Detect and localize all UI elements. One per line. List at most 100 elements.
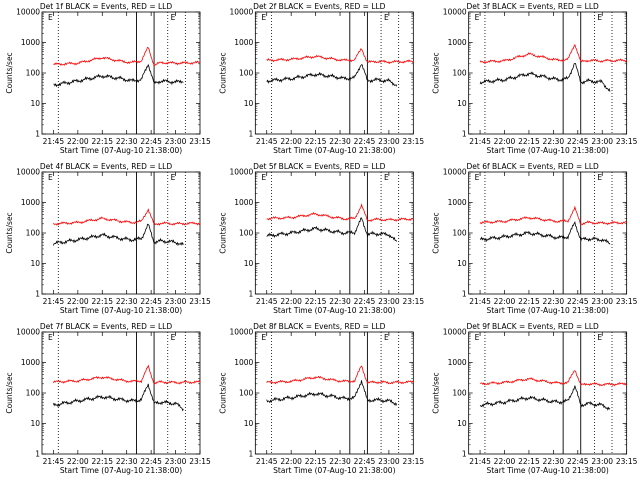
y-tick-label: 1000: [448, 358, 467, 367]
y-axis-label: Counts/sec: [218, 52, 227, 93]
x-tick-label: 22:00: [67, 137, 89, 146]
y-tick-label: 1000: [21, 358, 40, 367]
lld-series-line: [53, 46, 201, 67]
x-tick-label: 22:00: [494, 297, 516, 306]
y-tick-label: 1: [462, 450, 467, 459]
x-tick-label: 22:30: [329, 297, 351, 306]
lld-series-line: [266, 365, 414, 386]
events-series-line: [266, 380, 398, 407]
x-tick-label: 22:30: [329, 137, 351, 146]
x-tick-label: 23:15: [616, 137, 638, 146]
detector-panel-3: Det 3f BLACK = Events, RED = LLD 1 10 100 10…: [432, 2, 638, 155]
panel-title: Det 1f BLACK = Events, RED = LLD: [40, 2, 173, 11]
x-tick-label: 23:15: [189, 457, 211, 466]
x-tick-label: 23:00: [378, 137, 400, 146]
x-axis-label: Start Time (07-Aug-10 21:38:00): [486, 146, 608, 155]
x-tick-label: 21:45: [43, 457, 65, 466]
y-tick-label: 10: [457, 259, 467, 268]
x-tick-label: 22:15: [305, 297, 327, 306]
plot-frame: [41, 331, 201, 455]
x-tick-label: 22:15: [305, 457, 327, 466]
lld-series-line: [53, 364, 201, 386]
y-tick-label: 10: [30, 419, 40, 428]
y-tick-label: 100: [239, 389, 254, 398]
x-tick-label: 23:15: [403, 457, 425, 466]
y-tick-label: 10000: [16, 8, 40, 17]
events-series-line: [479, 385, 611, 411]
y-tick-label: 100: [452, 229, 467, 238]
x-tick-label: 23:00: [378, 457, 400, 466]
y-tick-label: 1: [249, 290, 254, 299]
events-series-line: [53, 223, 184, 247]
x-tick-label: 21:45: [469, 457, 491, 466]
x-tick-label: 22:45: [567, 137, 589, 146]
panel-title: Det 2f BLACK = Events, RED = LLD: [253, 2, 386, 11]
y-tick-label: 1000: [21, 38, 40, 47]
plot-frame: [254, 11, 414, 135]
y-tick-label: 1: [249, 450, 254, 459]
x-axis-label: Start Time (07-Aug-10 21:38:00): [486, 466, 608, 475]
x-tick-label: 23:00: [591, 297, 613, 306]
y-tick-label: 1: [249, 130, 254, 139]
x-tick-label: 22:15: [305, 137, 327, 146]
plot-frame: [41, 171, 201, 295]
x-tick-label: 22:45: [567, 457, 589, 466]
x-tick-label: 23:15: [189, 137, 211, 146]
y-tick-label: 10000: [229, 168, 253, 177]
y-tick-label: 100: [452, 69, 467, 78]
y-axis-label: Counts/sec: [5, 52, 14, 93]
events-series-line: [479, 63, 611, 92]
x-axis-label: Start Time (07-Aug-10 21:38:00): [60, 306, 182, 315]
x-tick-label: 22:30: [116, 297, 138, 306]
y-tick-label: 10000: [443, 328, 467, 337]
detector-panel-8: Det 8f BLACK = Events, RED = LLD 1 10 100 10…: [218, 322, 424, 475]
y-tick-label: 10000: [443, 8, 467, 17]
x-axis-label: Start Time (07-Aug-10 21:38:00): [273, 306, 395, 315]
x-tick-label: 23:15: [189, 297, 211, 306]
y-tick-label: 1000: [234, 358, 253, 367]
y-tick-label: 100: [452, 389, 467, 398]
x-axis-label: Start Time (07-Aug-10 21:38:00): [273, 146, 395, 155]
events-series-line: [266, 217, 398, 242]
panel-title: Det 7f BLACK = Events, RED = LLD: [40, 322, 173, 331]
panel-title: Det 9f BLACK = Events, RED = LLD: [467, 322, 600, 331]
detector-panel-4: Det 4f BLACK = Events, RED = LLD 1 10 100 10…: [5, 162, 211, 315]
x-axis-label: Start Time (07-Aug-10 21:38:00): [60, 466, 182, 475]
events-series-line: [53, 63, 184, 88]
panel-title: Det 5f BLACK = Events, RED = LLD: [253, 162, 386, 171]
x-tick-label: 22:45: [140, 297, 162, 306]
y-tick-label: 100: [26, 389, 41, 398]
y-tick-label: 1000: [234, 198, 253, 207]
y-tick-label: 10000: [229, 8, 253, 17]
lld-series-line: [479, 43, 628, 64]
x-tick-label: 22:30: [116, 457, 138, 466]
x-tick-label: 21:45: [256, 297, 278, 306]
flag-label: E: [171, 173, 176, 182]
flag-label: E: [597, 13, 602, 22]
flag-label: E: [171, 333, 176, 342]
events-series-line: [479, 221, 611, 245]
x-tick-label: 22:15: [518, 137, 540, 146]
y-tick-label: 100: [26, 69, 41, 78]
x-axis-label: Start Time (07-Aug-10 21:38:00): [486, 306, 608, 315]
x-tick-label: 21:45: [469, 137, 491, 146]
plot-frame: [254, 331, 414, 455]
x-axis-label: Start Time (07-Aug-10 21:38:00): [60, 146, 182, 155]
x-tick-label: 22:15: [91, 137, 113, 146]
y-tick-label: 10: [244, 419, 254, 428]
x-tick-label: 22:00: [280, 297, 302, 306]
x-tick-label: 22:15: [518, 457, 540, 466]
y-tick-label: 100: [239, 69, 254, 78]
y-tick-label: 1000: [21, 198, 40, 207]
x-tick-label: 22:15: [91, 297, 113, 306]
flag-label: E: [597, 173, 602, 182]
x-tick-label: 23:00: [165, 457, 187, 466]
x-axis-label: Start Time (07-Aug-10 21:38:00): [273, 466, 395, 475]
events-series-line: [266, 64, 398, 87]
plot-frame: [41, 11, 201, 135]
lld-series-line: [53, 208, 201, 226]
y-axis-label: Counts/sec: [5, 212, 14, 253]
x-tick-label: 22:30: [116, 137, 138, 146]
x-tick-label: 22:00: [67, 297, 89, 306]
